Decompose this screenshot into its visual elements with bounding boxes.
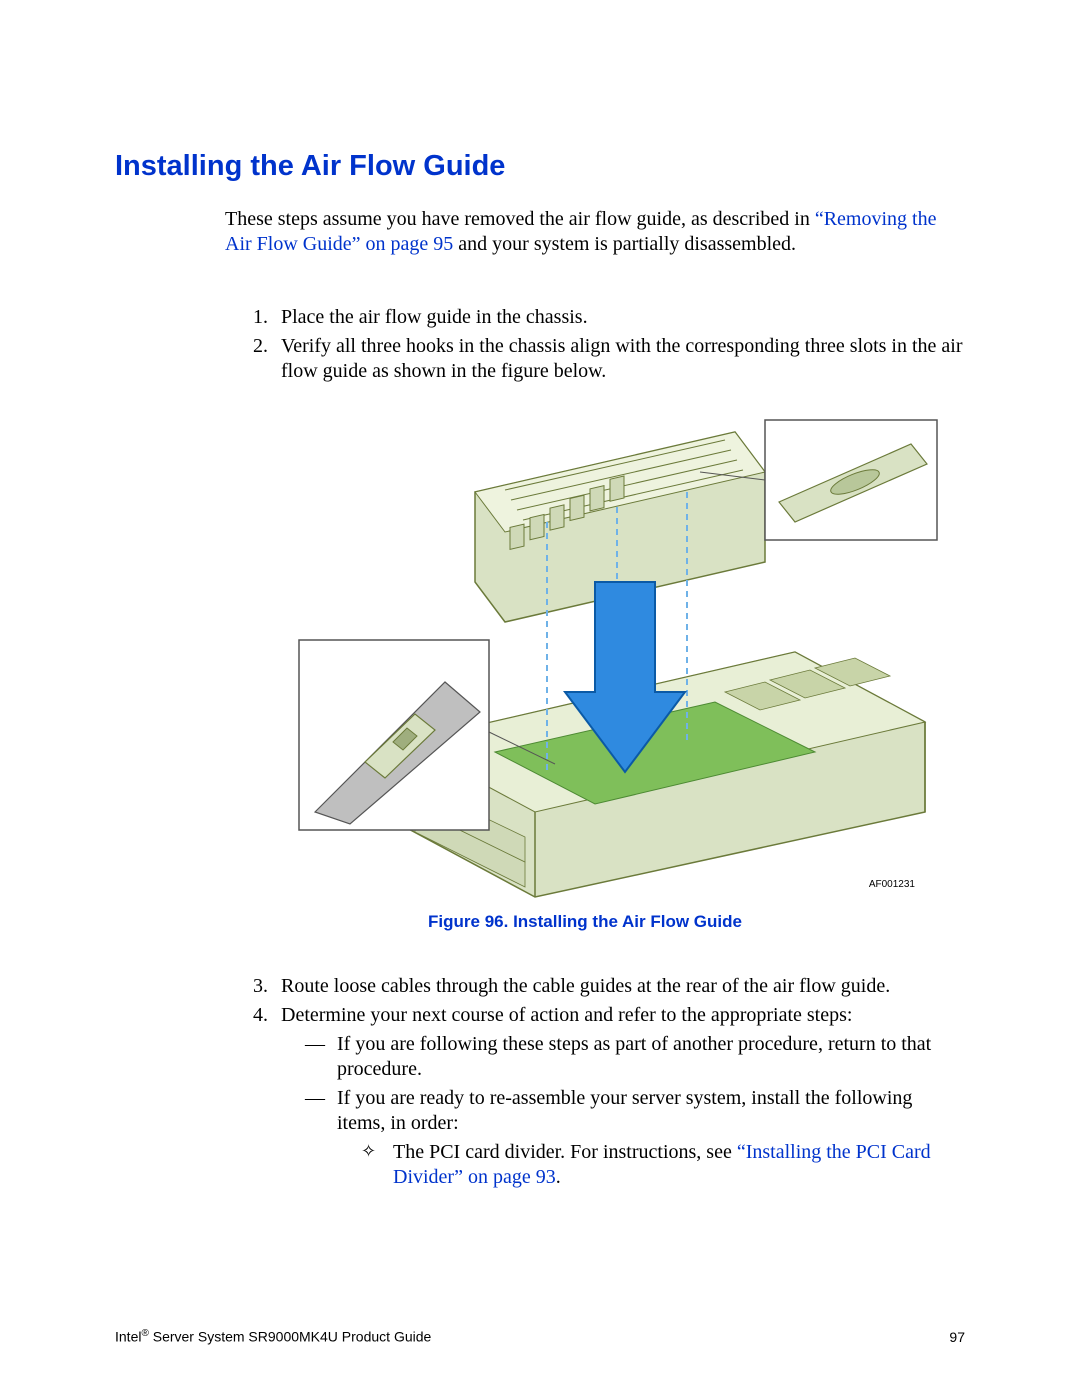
step-4-diamond-1: The PCI card divider. For instructions, … [361, 1140, 965, 1190]
step-2: Verify all three hooks in the chassis al… [273, 334, 965, 384]
footer-page-number: 97 [949, 1329, 965, 1345]
procedure-list-part2: Route loose cables through the cable gui… [245, 974, 965, 1190]
registered-mark-icon: ® [141, 1328, 148, 1339]
step-4-sub-b: If you are ready to re-assemble your ser… [305, 1086, 965, 1190]
footer-title: Server System SR9000MK4U Product Guide [149, 1329, 431, 1345]
figure-id-label: AF001231 [869, 879, 915, 890]
step-3: Route loose cables through the cable gui… [273, 974, 965, 999]
step-4-sub-b-list: The PCI card divider. For instructions, … [361, 1140, 965, 1190]
airflow-guide-diagram [295, 412, 943, 898]
diamond-suffix: . [556, 1166, 561, 1188]
figure-illustration: AF001231 [295, 412, 943, 898]
footer-brand: Intel [115, 1329, 141, 1345]
intro-text-prefix: These steps assume you have removed the … [225, 208, 815, 230]
diamond-prefix: The PCI card divider. For instructions, … [393, 1141, 737, 1163]
figure-caption: Figure 96. Installing the Air Flow Guide [245, 912, 925, 932]
figure-container: AF001231 [295, 412, 943, 898]
footer-left: Intel® Server System SR9000MK4U Product … [115, 1328, 431, 1345]
intro-paragraph: These steps assume you have removed the … [225, 207, 965, 257]
intro-text-suffix: and your system is partially disassemble… [453, 233, 796, 255]
step-4-sub-b-text: If you are ready to re-assemble your ser… [337, 1087, 912, 1134]
page-footer: Intel® Server System SR9000MK4U Product … [115, 1328, 965, 1345]
step-1: Place the air flow guide in the chassis. [273, 305, 965, 330]
section-heading: Installing the Air Flow Guide [115, 150, 965, 183]
document-page: Installing the Air Flow Guide These step… [0, 0, 1080, 1397]
step-4: Determine your next course of action and… [273, 1003, 965, 1190]
procedure-list-part1: Place the air flow guide in the chassis.… [245, 305, 965, 384]
step-4-lead: Determine your next course of action and… [281, 1004, 852, 1026]
step-4-sublist: If you are following these steps as part… [305, 1032, 965, 1190]
step-4-sub-a: If you are following these steps as part… [305, 1032, 965, 1082]
